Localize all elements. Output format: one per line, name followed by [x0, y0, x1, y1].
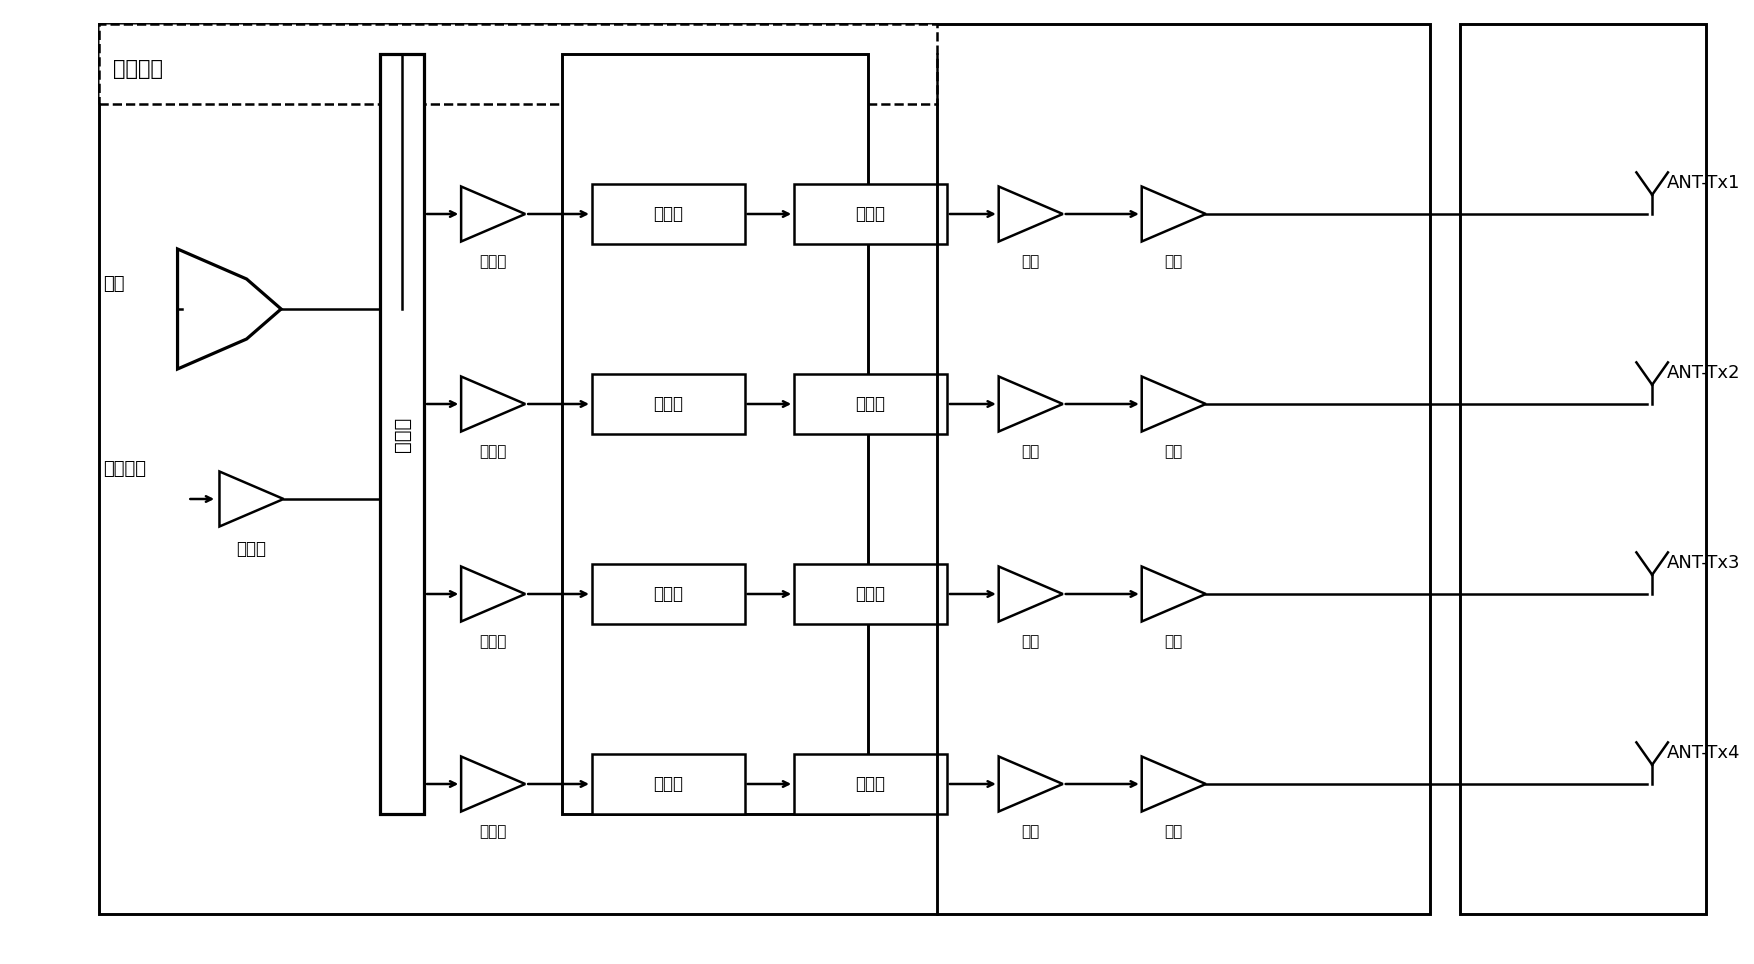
Text: 放大器: 放大器	[479, 254, 507, 270]
Polygon shape	[1142, 757, 1205, 812]
Text: ANT-Tx2: ANT-Tx2	[1666, 364, 1740, 382]
Text: 驱放: 驱放	[1021, 634, 1040, 650]
Polygon shape	[1142, 186, 1205, 242]
Text: ANT-Tx1: ANT-Tx1	[1666, 174, 1740, 192]
Text: 放大器: 放大器	[479, 444, 507, 460]
Text: 驱放: 驱放	[1021, 444, 1040, 460]
FancyBboxPatch shape	[98, 24, 937, 104]
Polygon shape	[461, 186, 524, 242]
Text: 移相器: 移相器	[652, 205, 684, 223]
Polygon shape	[998, 757, 1063, 812]
FancyBboxPatch shape	[591, 754, 745, 814]
FancyBboxPatch shape	[795, 754, 947, 814]
Text: 功放: 功放	[1165, 444, 1182, 460]
Text: 波控指令: 波控指令	[114, 59, 163, 79]
FancyBboxPatch shape	[381, 54, 424, 814]
Text: 移相器: 移相器	[652, 395, 684, 413]
Text: 驱放: 驱放	[1021, 824, 1040, 840]
Text: 移相器: 移相器	[652, 585, 684, 603]
Text: 衰减器: 衰减器	[856, 585, 886, 603]
Text: 衰减器: 衰减器	[856, 395, 886, 413]
FancyBboxPatch shape	[795, 184, 947, 244]
Text: 衰减器: 衰减器	[856, 775, 886, 793]
FancyBboxPatch shape	[591, 564, 745, 624]
FancyBboxPatch shape	[591, 374, 745, 434]
Text: 放大器: 放大器	[479, 824, 507, 840]
Text: 放大器: 放大器	[237, 540, 267, 558]
Polygon shape	[177, 249, 281, 369]
FancyBboxPatch shape	[98, 24, 1430, 914]
Text: 激励输入: 激励输入	[103, 460, 147, 478]
Polygon shape	[998, 567, 1063, 622]
Polygon shape	[461, 377, 524, 432]
Text: 移相器: 移相器	[652, 775, 684, 793]
Text: 功放: 功放	[1165, 254, 1182, 270]
Text: 功放: 功放	[1165, 634, 1182, 650]
FancyBboxPatch shape	[795, 374, 947, 434]
Polygon shape	[461, 567, 524, 622]
Text: 放大器: 放大器	[479, 634, 507, 650]
FancyBboxPatch shape	[1459, 24, 1707, 914]
Text: ANT-Tx4: ANT-Tx4	[1666, 744, 1740, 762]
Text: 功放: 功放	[1165, 824, 1182, 840]
Polygon shape	[998, 377, 1063, 432]
FancyBboxPatch shape	[795, 564, 947, 624]
Text: 驱放: 驱放	[1021, 254, 1040, 270]
FancyBboxPatch shape	[591, 184, 745, 244]
Text: 功分器: 功分器	[393, 416, 412, 451]
Polygon shape	[219, 471, 284, 526]
Polygon shape	[1142, 567, 1205, 622]
FancyBboxPatch shape	[563, 54, 868, 814]
Polygon shape	[1142, 377, 1205, 432]
Text: 电源: 电源	[103, 275, 125, 293]
Polygon shape	[998, 186, 1063, 242]
Text: 衰减器: 衰减器	[856, 205, 886, 223]
Polygon shape	[461, 757, 524, 812]
Text: ANT-Tx3: ANT-Tx3	[1666, 554, 1740, 572]
